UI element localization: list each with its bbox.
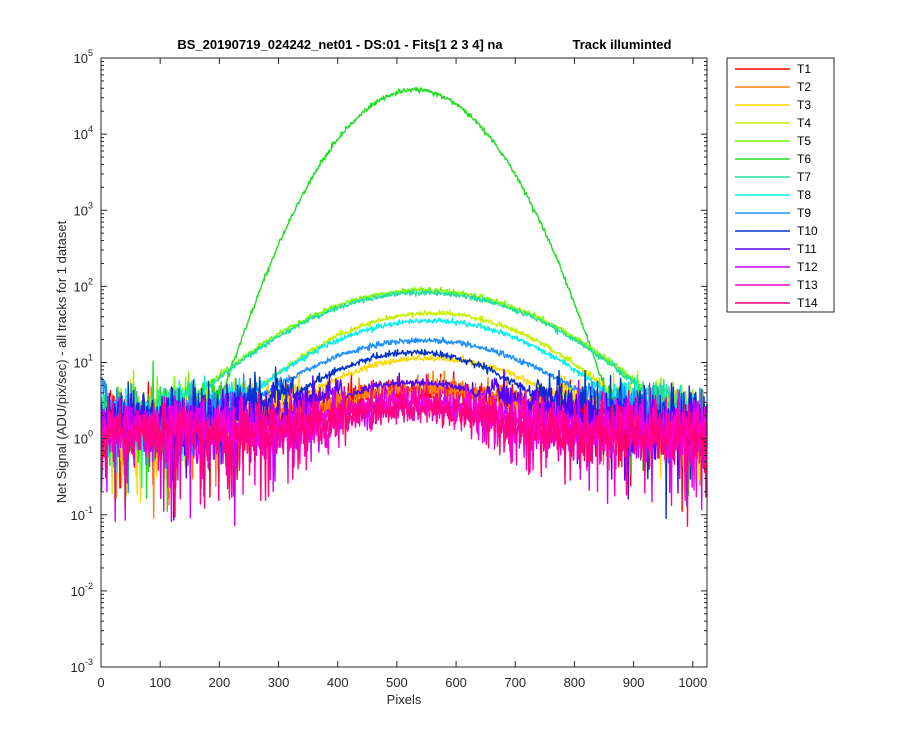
legend-label-t4: T4	[797, 116, 811, 130]
legend-label-t8: T8	[797, 188, 811, 202]
y-axis-label: Net Signal (ADU/pix/sec) - all tracks fo…	[54, 220, 69, 503]
x-tick-label: 500	[386, 675, 408, 690]
legend-label-t6: T6	[797, 152, 811, 166]
y-tick-label: 103	[74, 200, 93, 218]
y-tick-label: 10-1	[71, 505, 93, 523]
y-tick-label: 10-3	[71, 657, 93, 675]
x-tick-label: 0	[97, 675, 104, 690]
legend-label-t9: T9	[797, 206, 811, 220]
x-tick-label: 800	[564, 675, 586, 690]
x-tick-label: 300	[268, 675, 290, 690]
y-axis: 10-3 10-2 10-1 100 101 102 103 104 105	[71, 48, 707, 675]
x-axis-label: Pixels	[387, 692, 422, 707]
y-tick-label: 10-2	[71, 581, 93, 599]
chart-title-right: Track illuminted	[573, 37, 672, 52]
x-tick-label: 900	[623, 675, 645, 690]
x-tick-label: 200	[209, 675, 231, 690]
legend-label-t7: T7	[797, 170, 811, 184]
y-tick-label: 100	[74, 429, 93, 447]
x-tick-label: 400	[327, 675, 349, 690]
chart-title: BS_20190719_024242_net01 - DS:01 - Fits[…	[177, 37, 503, 52]
y-tick-label: 104	[74, 124, 93, 142]
x-tick-label: 100	[149, 675, 171, 690]
legend-label-t2: T2	[797, 80, 811, 94]
x-axis: 0 100 200 300 400 500 600 700 800 900 1000	[97, 58, 707, 690]
series-layer	[100, 86, 708, 527]
legend-label-t5: T5	[797, 134, 811, 148]
legend-label-t1: T1	[797, 62, 811, 76]
legend-label-t10: T10	[797, 224, 818, 238]
series-line-t7	[100, 289, 708, 476]
y-tick-label: 101	[74, 353, 93, 371]
legend-label-t14: T14	[797, 296, 818, 310]
x-tick-label: 700	[504, 675, 526, 690]
legend-label-t3: T3	[797, 98, 811, 112]
legend-label-t11: T11	[797, 242, 817, 256]
y-tick-label: 102	[74, 276, 93, 294]
x-tick-label: 1000	[678, 675, 707, 690]
legend-label-t12: T12	[797, 260, 818, 274]
legend-label-t13: T13	[797, 278, 818, 292]
legend-box	[726, 57, 835, 313]
legend: T1 T2 T3 T4 T5 T6 T7 T8 T9 T10 T11 T12 T13 T14	[726, 57, 835, 313]
y-tick-label: 105	[74, 48, 93, 66]
x-tick-label: 600	[445, 675, 467, 690]
series-line-t14	[100, 374, 708, 527]
plot-area	[101, 58, 707, 667]
